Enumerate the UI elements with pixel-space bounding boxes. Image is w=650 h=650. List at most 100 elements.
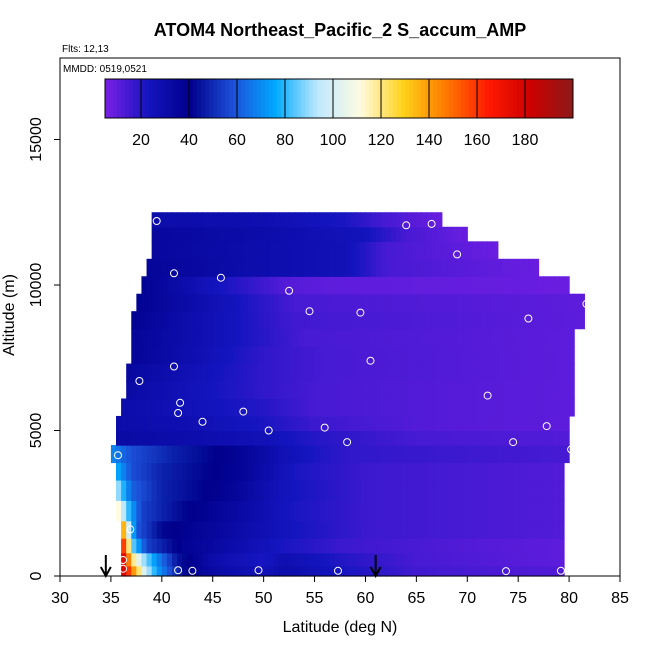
field-cell [207,363,214,382]
field-cell [380,479,387,501]
field-cell [284,258,290,277]
field-cell [217,415,224,432]
field-cell [508,293,514,312]
colorbar-segment [381,79,386,118]
field-cell [452,479,458,501]
field-cell [233,500,239,522]
field-cell [294,381,300,400]
field-cell [126,552,132,567]
field-cell [446,293,453,312]
field-cell [360,462,367,481]
field-cell [401,565,407,577]
field-cell [233,538,239,554]
field-cell [380,328,387,347]
sample-point [402,221,411,230]
field-cell [569,398,575,417]
field-cell [136,328,143,347]
field-cell [243,276,249,295]
field-cell [156,311,163,330]
field-cell [350,328,356,347]
sample-point [239,407,248,416]
field-cell [258,258,265,277]
field-cell [416,415,423,432]
field-cell [166,479,173,501]
field-cell [492,381,499,400]
field-cell [192,276,199,295]
field-cell [401,445,407,464]
field-cell [207,552,214,567]
field-cell [390,346,397,365]
field-cell [492,241,499,260]
field-cell [329,226,336,242]
field-cell [278,276,285,295]
field-cell [477,565,484,577]
field-cell [508,276,514,295]
field-cell [385,311,392,330]
sample-point [285,286,294,295]
field-cell [385,479,392,501]
field-cell [197,241,204,260]
field-cell [482,276,489,295]
field-cell [360,381,367,400]
field-cell [558,311,565,330]
colorbar-segment [465,79,470,118]
field-cell [314,462,321,481]
field-cell [385,363,392,382]
field-cell [421,212,428,228]
sample-point [174,409,183,417]
field-cell [452,430,458,446]
field-cell [518,520,524,539]
field-cell [390,398,397,417]
field-cell [136,520,143,539]
field-cell [187,520,193,539]
field-cell [365,462,372,481]
field-cell [406,293,412,312]
field-cell [304,520,311,539]
field-cell [233,565,239,577]
field-cell [121,552,127,567]
field-cell [289,346,295,365]
field-cell [385,276,392,295]
colorbar-segment [249,79,254,118]
field-cell [299,311,305,330]
field-cell [166,346,173,365]
field-cell [477,346,484,365]
field-cell [192,226,199,242]
field-cell [324,445,331,464]
field-cell [131,415,137,432]
field-cell [436,462,443,481]
x-tick-label: 70 [458,590,476,607]
field-cell [508,328,514,347]
field-cell [284,226,290,242]
field-cell [492,276,499,295]
field-cell [462,415,468,432]
field-cell [263,479,270,501]
field-cell [243,552,249,567]
field-cell [253,538,260,554]
field-cell [131,552,137,567]
colorbar-segment [269,79,274,118]
field-cell [263,212,270,228]
field-cell [273,258,280,277]
field-cell [502,311,509,330]
field-cell [452,328,458,347]
field-cell [136,430,143,446]
field-cell [131,500,137,522]
field-cell [121,462,127,481]
field-cell [523,538,529,554]
field-cell [146,445,153,464]
field-cell [258,462,265,481]
field-cell [319,328,326,347]
field-cell [289,538,295,554]
field-cell [228,328,234,347]
field-cell [467,538,473,554]
colorbar-segment [353,79,358,118]
field-cell [238,552,244,567]
sample-point [502,567,510,576]
field-cell [558,415,565,432]
colorbar-tick-label: 160 [464,132,491,149]
colorbar-segment [201,79,206,118]
colorbar-segment [229,79,234,118]
field-cell [151,226,158,242]
